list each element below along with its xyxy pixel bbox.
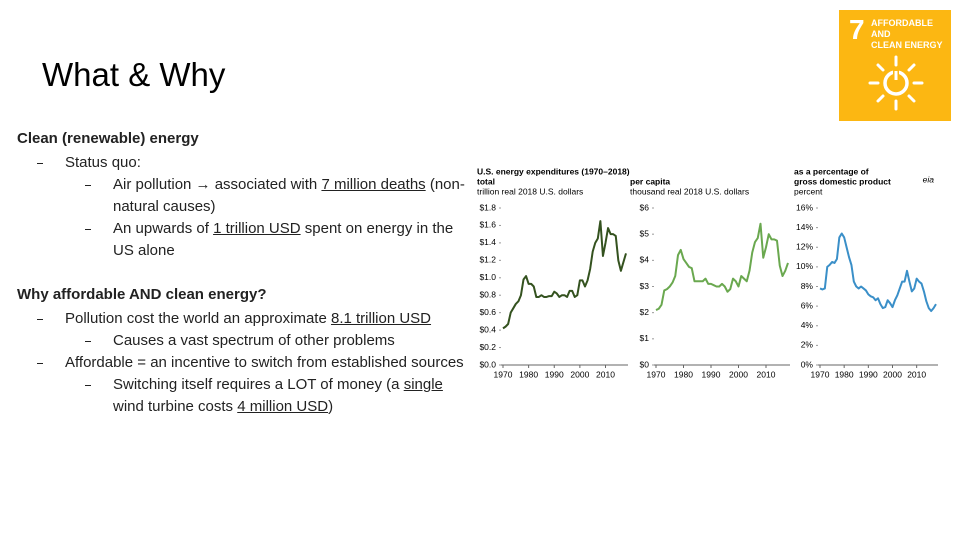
y-tick-label: $1.2	[479, 255, 496, 265]
y-tick-label: 14%	[796, 222, 813, 232]
y-tick-label: $0.0	[479, 359, 496, 369]
sdg-badge: 7 AFFORDABLE AND CLEAN ENERGY	[839, 10, 951, 121]
x-tick-label: 1980	[835, 369, 854, 379]
y-tick-label: $2	[640, 307, 650, 317]
dash	[85, 385, 91, 386]
bullet: Air pollution → associated with 7 millio…	[17, 174, 467, 218]
x-tick-label: 2010	[596, 369, 615, 379]
y-tick-label: 12%	[796, 242, 813, 252]
y-tick-label: $3	[640, 281, 650, 291]
chart-subtitle: per capita	[630, 176, 670, 186]
y-tick-label: 4%	[801, 320, 814, 330]
text: )	[328, 398, 334, 415]
y-tick-label: $4	[640, 255, 650, 265]
sdg-label: AFFORDABLE AND CLEAN ENERGY	[871, 18, 951, 51]
y-axis-label: trillion real 2018 U.S. dollars	[477, 186, 583, 196]
x-tick-label: 1980	[674, 369, 693, 379]
data-line	[502, 220, 627, 330]
sdg-label-line: AFFORDABLE AND	[871, 18, 933, 39]
link-text[interactable]: 1 trillion USD	[213, 220, 301, 237]
bullet: Status quo:	[17, 152, 467, 174]
source-logo: eia	[923, 174, 935, 184]
link-text[interactable]: 4 million USD	[237, 398, 329, 415]
x-tick-label: 1970	[494, 369, 513, 379]
dash	[85, 185, 91, 186]
y-axis-label: thousand real 2018 U.S. dollars	[630, 186, 749, 196]
link-text[interactable]: single	[403, 376, 443, 393]
sdg-icon	[868, 55, 924, 111]
chart-subtitle: as a percentage of	[794, 166, 869, 176]
energy-charts: U.S. energy expenditures (1970–2018)tota…	[477, 166, 938, 379]
y-tick-label: $1	[640, 333, 650, 343]
x-tick-label: 1970	[811, 369, 830, 379]
slide-title: What & Why	[42, 56, 226, 93]
text: Causes a vast spectrum of other problems	[113, 332, 395, 349]
bullet: An upwards of 1 trillion USD spent on en…	[17, 218, 467, 262]
y-tick-label: 6%	[801, 300, 814, 310]
y-tick-label: $1.4	[479, 237, 496, 247]
dash	[85, 229, 91, 230]
section-heading: Clean (renewable) energy	[17, 130, 199, 147]
bullet: Pollution cost the world an approximate …	[17, 308, 467, 330]
text: An upwards of	[113, 220, 214, 237]
dash	[85, 341, 91, 342]
dash	[37, 163, 43, 164]
y-tick-label: $0.4	[479, 324, 496, 334]
sdg-number: 7	[849, 14, 865, 45]
bullet: Causes a vast spectrum of other problems	[17, 330, 467, 352]
text: wind turbine costs	[113, 398, 238, 415]
y-tick-label: $1.0	[479, 272, 496, 282]
y-tick-label: $0.6	[479, 307, 496, 317]
y-tick-label: $0	[640, 359, 650, 369]
x-tick-label: 2010	[757, 369, 776, 379]
bullet: Affordable = an incentive to switch from…	[17, 352, 467, 374]
text: spent on energy in the US alone	[113, 220, 454, 259]
chart-subtitle: total	[477, 176, 495, 186]
x-tick-label: 2000	[729, 369, 748, 379]
y-tick-label: 8%	[801, 281, 814, 291]
y-tick-label: $1.8	[479, 202, 496, 212]
y-tick-label: $1.6	[479, 220, 496, 230]
y-tick-label: 0%	[801, 359, 814, 369]
y-tick-label: $0.2	[479, 342, 496, 352]
text: Switching itself requires a LOT of money…	[113, 376, 404, 393]
data-line	[655, 222, 789, 311]
text: Pollution cost the world an approximate	[65, 310, 331, 327]
body-text: Clean (renewable) energy Status quo: Air…	[17, 128, 467, 418]
text: (non-natural causes)	[113, 176, 465, 215]
text: Air pollution → associated with	[113, 176, 322, 193]
link-text[interactable]: 8.1 trillion USD	[330, 310, 432, 327]
link-text[interactable]: 7 million deaths	[321, 176, 426, 193]
chart-subtitle: gross domestic product	[794, 176, 891, 186]
y-tick-label: $6	[640, 202, 650, 212]
chart-title: U.S. energy expenditures (1970–2018)	[477, 166, 630, 176]
data-line	[819, 232, 937, 313]
x-tick-label: 2000	[883, 369, 902, 379]
y-tick-label: $5	[640, 228, 650, 238]
section-heading: Why affordable AND clean energy?	[17, 286, 267, 303]
x-tick-label: 2010	[907, 369, 926, 379]
bullet: Switching itself requires a LOT of money…	[17, 374, 467, 418]
text: Affordable = an incentive to switch from…	[65, 354, 464, 371]
y-tick-label: $0.8	[479, 289, 496, 299]
dash	[37, 319, 43, 320]
y-tick-label: 16%	[796, 202, 813, 212]
x-tick-label: 2000	[570, 369, 589, 379]
x-tick-label: 1990	[859, 369, 878, 379]
y-tick-label: 10%	[796, 261, 813, 271]
x-tick-label: 1990	[702, 369, 721, 379]
y-tick-label: 2%	[801, 340, 814, 350]
y-axis-label: percent	[794, 186, 823, 196]
x-tick-label: 1970	[647, 369, 666, 379]
x-tick-label: 1990	[545, 369, 564, 379]
text: Status quo:	[65, 154, 141, 171]
x-tick-label: 1980	[519, 369, 538, 379]
sdg-label-line: CLEAN ENERGY	[871, 40, 943, 50]
dash	[37, 363, 43, 364]
